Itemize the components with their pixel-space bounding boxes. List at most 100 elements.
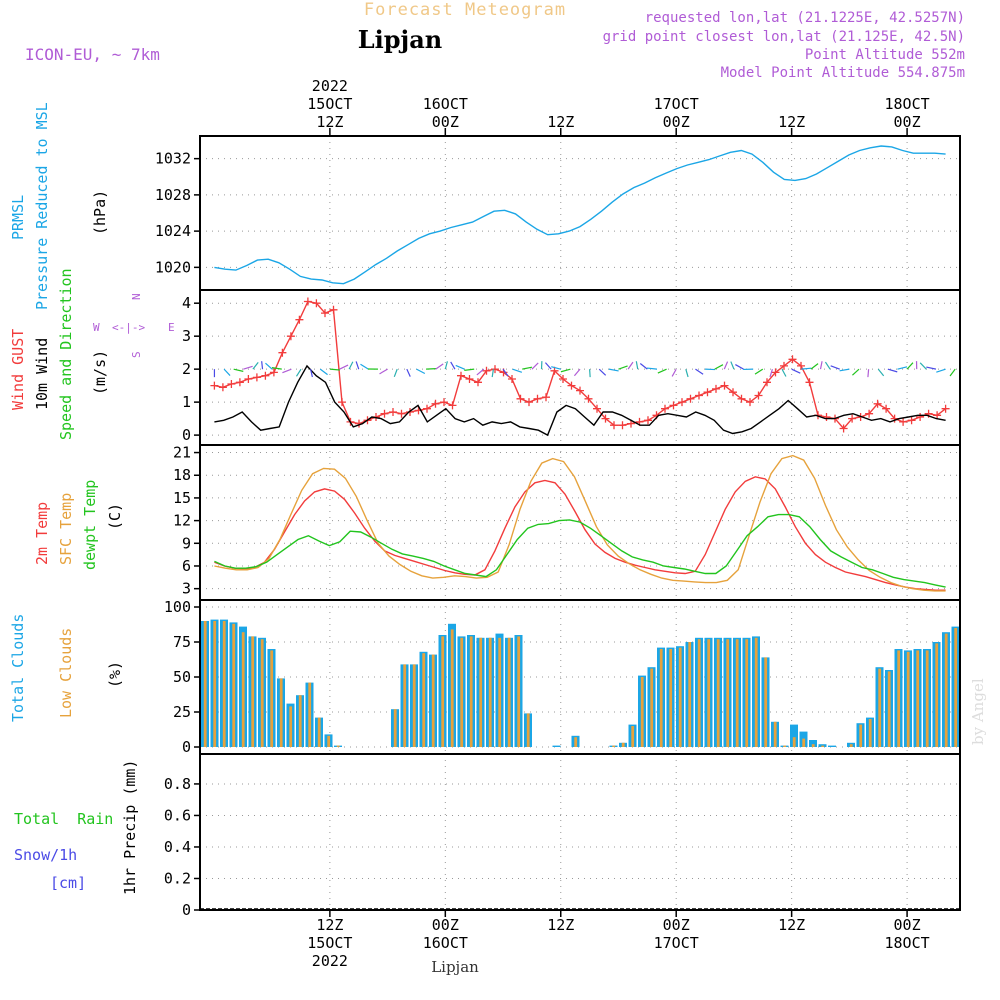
gust-marker	[235, 378, 244, 387]
compass-north: N	[130, 293, 143, 300]
y-tick-label: 4	[182, 294, 191, 312]
wind-direction-arrow	[522, 366, 533, 370]
wind-direction-arrow	[261, 361, 264, 370]
y-tick-label: 21	[173, 444, 191, 462]
gust-marker	[210, 381, 219, 390]
gust-marker	[491, 365, 499, 374]
series-line-10m-wind	[214, 364, 946, 437]
y-tick-label: 0	[182, 738, 191, 756]
wind-direction-arrow	[839, 368, 850, 372]
gust-marker	[389, 408, 397, 416]
wind-direction-arrow	[801, 367, 812, 370]
gust-marker	[661, 404, 669, 413]
wind-direction-arrow	[329, 368, 340, 371]
time-axis-bottom-label: 18OCT	[885, 934, 930, 952]
gust-marker	[278, 348, 287, 357]
wind-direction-arrow	[877, 368, 885, 377]
cloud-bar-total	[828, 745, 836, 747]
cloud-bar-total	[809, 740, 817, 747]
cloud-bar-low	[878, 668, 882, 747]
cloud-bar-low	[821, 745, 825, 747]
gust-marker	[397, 409, 406, 418]
gust-marker	[882, 404, 891, 413]
wind-direction-arrow	[598, 368, 607, 376]
gust-marker	[465, 375, 474, 383]
y-tick-label: 9	[182, 534, 191, 552]
y-tick-label: 0.6	[164, 806, 191, 824]
cloud-bar-low	[906, 651, 910, 747]
cloud-bar-low	[336, 745, 340, 747]
gust-marker	[822, 413, 831, 421]
cloud-bar-low	[621, 742, 625, 747]
label-low-clouds: Low Clouds	[57, 628, 75, 718]
y-tick-label: 1028	[155, 186, 191, 204]
cloud-bar-low	[916, 650, 920, 747]
label-winddir: Speed and Direction	[57, 268, 75, 440]
wind-direction-arrow	[295, 368, 302, 377]
wind-direction-arrow	[435, 363, 444, 370]
wind-direction-arrow	[551, 366, 561, 370]
wind-direction-arrow	[502, 368, 509, 377]
cloud-bar-low	[507, 637, 511, 747]
gust-marker	[805, 378, 814, 387]
cloud-bar-low	[526, 713, 530, 747]
y-tick-label: 75	[173, 633, 191, 651]
cloud-bar-low	[754, 637, 758, 747]
cloud-bar-low	[868, 719, 872, 747]
cloud-bar-low	[631, 726, 635, 747]
gust-marker	[252, 373, 261, 382]
cloud-bar-low	[260, 639, 264, 747]
wind-direction-arrow	[282, 368, 292, 374]
series-line-sfc-temp	[214, 454, 946, 592]
cloud-bar-low	[707, 639, 711, 747]
y-tick-label: 50	[173, 668, 191, 686]
cloud-bar-total	[552, 745, 561, 747]
model-altitude: Model Point Altitude 554.875m	[721, 65, 965, 81]
cloud-bar-low	[935, 643, 939, 747]
cloud-bar-low	[431, 654, 435, 747]
wind-direction-arrow	[252, 361, 259, 370]
time-axis-top-label: 00Z	[663, 113, 690, 131]
wind-direction-arrow	[223, 368, 231, 376]
time-axis-top-label: 18OCT	[885, 95, 930, 113]
cloud-bar-low	[393, 709, 397, 747]
gust-marker	[218, 383, 227, 392]
wind-direction-arrow	[819, 361, 823, 370]
label-gust: Wind GUST	[9, 329, 27, 410]
wind-direction-arrow	[271, 367, 282, 370]
cloud-bar-low	[203, 621, 207, 747]
gust-marker	[678, 398, 686, 407]
wind-direction-arrow	[926, 366, 937, 370]
gust-marker	[525, 398, 533, 407]
label-snow: Snow/1h	[14, 846, 77, 864]
y-tick-label: 25	[173, 703, 191, 721]
wind-direction-arrow	[531, 362, 539, 370]
time-axis-bottom-label: 12Z	[547, 916, 574, 934]
wind-direction-arrow	[949, 368, 956, 377]
cloud-bar-low	[327, 735, 331, 747]
wind-direction-arrow	[355, 361, 360, 370]
gust-marker	[933, 411, 942, 420]
point-altitude: Point Altitude 552m	[805, 47, 965, 63]
y-tick-label: 12	[173, 512, 191, 530]
wind-direction-arrow	[393, 368, 398, 378]
series-line-pressure	[214, 145, 946, 285]
time-axis-bottom-label: 2022	[312, 952, 348, 970]
time-axis-top-label: 17OCT	[654, 95, 699, 113]
panel-clouds: 0 25 50 75 100	[164, 598, 961, 756]
cloud-bar-low	[726, 639, 730, 747]
compass-row: <-|->	[112, 321, 145, 334]
gust-marker	[907, 416, 916, 425]
cloud-bar-low	[574, 737, 578, 747]
wind-direction-arrow	[310, 369, 313, 378]
cloud-bar-low	[479, 637, 483, 747]
wind-direction-arrow	[897, 366, 908, 370]
wind-direction-arrow	[781, 368, 787, 377]
time-axis-top-label: 2022	[312, 77, 348, 95]
wind-direction-arrow	[830, 365, 840, 370]
cloud-bar-low	[735, 639, 739, 747]
wind-direction-arrow	[646, 367, 658, 370]
compass-west: W	[93, 321, 100, 334]
gust-marker	[610, 421, 618, 430]
